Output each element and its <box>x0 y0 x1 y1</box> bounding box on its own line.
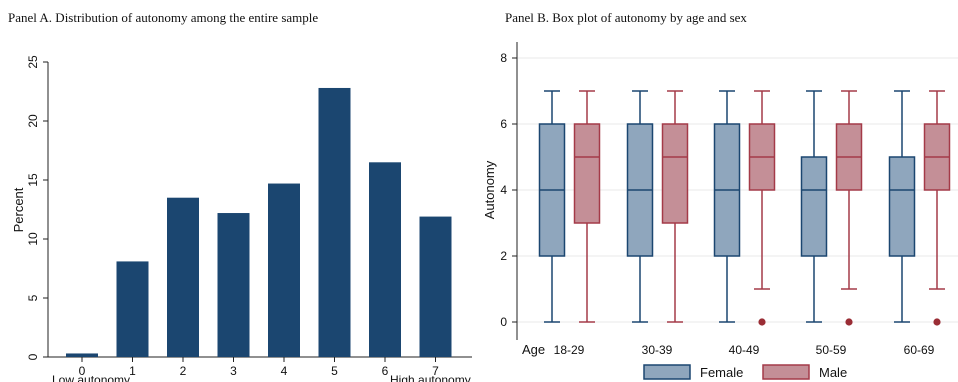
panel-a-bar <box>268 183 300 357</box>
panel-a-x-tick-label: 3 <box>230 364 237 378</box>
panel-b-y-tick-label: 6 <box>500 117 507 131</box>
box-iqr <box>888 156 916 257</box>
panel-b-group-tick-label: 50-59 <box>816 343 847 357</box>
panel-b-y-tick-label: 4 <box>500 183 507 197</box>
box-iqr <box>661 123 689 224</box>
panel-a-ylabel: Percent <box>11 187 26 232</box>
panel-b-title: Panel B. Box plot of autonomy by age and… <box>505 10 747 25</box>
panel-b-y-tick-label: 8 <box>500 51 507 65</box>
panel-b-y-tick-label: 2 <box>500 249 507 263</box>
panel-b-group-tick-label: 30-39 <box>642 343 673 357</box>
panel-a-bar <box>217 213 250 357</box>
legend-label-male: Male <box>819 365 847 380</box>
panel-a-x-tick-label: 7 <box>432 364 439 378</box>
panel-a-y-tick-label: 20 <box>26 114 40 128</box>
panel-a-bar <box>66 353 98 357</box>
panel-a-xnote-low: Low autonomy <box>52 373 130 382</box>
panel-a-y-tick-label: 10 <box>26 232 40 246</box>
panel-a-title: Panel A. Distribution of autonomy among … <box>8 10 318 25</box>
panel-a-x-tick-label: 0 <box>79 364 86 378</box>
panel-a-x-tick-label: 4 <box>281 364 288 378</box>
panel-a-bar <box>116 261 149 357</box>
panel-a-x-tick-label: 6 <box>382 364 389 378</box>
legend-label-female: Female <box>700 365 743 380</box>
panel-b-y-tick-label: 0 <box>500 315 507 329</box>
panel-a-bar <box>167 197 199 357</box>
panel-a-y-tick-label: 5 <box>26 294 40 301</box>
panel-a-x-tick-label: 5 <box>331 364 338 378</box>
panel-a-bar <box>369 162 401 357</box>
box-iqr <box>573 123 601 224</box>
box-iqr <box>800 156 828 257</box>
legend-swatch-female <box>643 364 691 380</box>
panel-b-box-plot: Autonomy Age Female Male 0 2 4 6 8 18-29 30-39 4… <box>482 42 958 380</box>
box-outlier <box>933 318 941 326</box>
panel-b-group-tick-label: 18-29 <box>554 343 585 357</box>
panel-a-bar <box>419 216 452 357</box>
panel-b-group-tick-label: 40-49 <box>729 343 760 357</box>
legend: Female Male <box>643 364 847 380</box>
panel-a-xnote-high: High autonomy <box>390 373 471 382</box>
box-outlier <box>845 318 853 326</box>
panel-a-bar-chart: Percent Low autonomy High autonomy 05101… <box>11 55 472 382</box>
panel-a-y-tick-label: 25 <box>26 55 40 69</box>
panel-b-group-label: Age <box>522 342 545 357</box>
panel-a-x-tick-label: 1 <box>129 364 136 378</box>
panel-b-group-tick-label: 60-69 <box>904 343 935 357</box>
panel-a-y-tick-label: 15 <box>26 173 40 187</box>
panel-a-bar <box>318 87 351 358</box>
legend-swatch-male <box>762 364 810 380</box>
panel-a-x-tick-label: 2 <box>180 364 187 378</box>
box-outlier <box>758 318 766 326</box>
panel-b-ylabel: Autonomy <box>482 160 497 219</box>
panel-a-y-tick-label: 0 <box>26 353 40 360</box>
